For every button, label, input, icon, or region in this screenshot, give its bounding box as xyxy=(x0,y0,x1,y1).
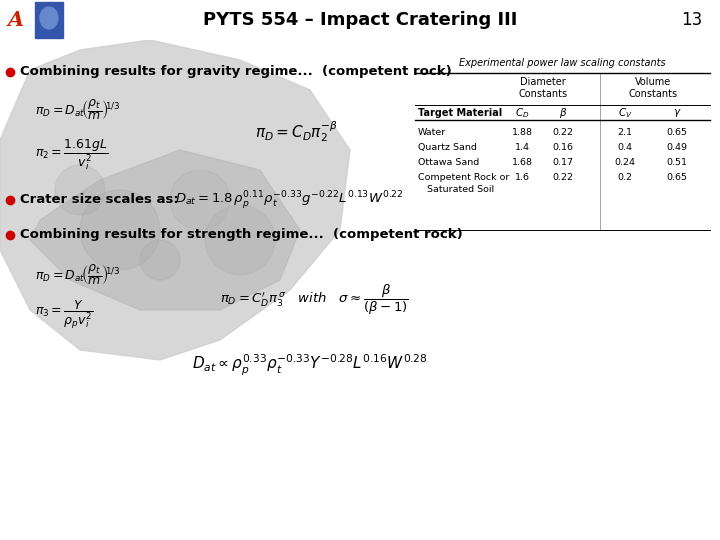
Text: 0.22: 0.22 xyxy=(552,129,574,138)
Text: 13: 13 xyxy=(680,11,702,29)
Bar xyxy=(1,2,30,38)
Text: 2.1: 2.1 xyxy=(618,129,632,138)
FancyBboxPatch shape xyxy=(415,55,710,230)
Text: $\beta$: $\beta$ xyxy=(559,106,567,120)
Circle shape xyxy=(205,205,275,275)
Text: Target Material: Target Material xyxy=(418,108,503,118)
Circle shape xyxy=(140,240,180,280)
Text: 0.51: 0.51 xyxy=(667,158,688,167)
Text: $D_{at} = 1.8\,\rho_p^{0.11}\rho_t^{-0.33}g^{-0.22}L^{0.13}W^{0.22}$: $D_{at} = 1.8\,\rho_p^{0.11}\rho_t^{-0.3… xyxy=(175,189,403,211)
Circle shape xyxy=(55,165,105,215)
Circle shape xyxy=(170,170,230,230)
Text: 0.2: 0.2 xyxy=(618,173,632,183)
Text: $\pi_D = D_{at}\!\left(\dfrac{\rho_t}{m}\right)^{\!\!1/3}$: $\pi_D = D_{at}\!\left(\dfrac{\rho_t}{m}… xyxy=(35,98,121,123)
Text: Crater size scales as:: Crater size scales as: xyxy=(20,193,179,206)
Text: $\gamma$: $\gamma$ xyxy=(672,107,681,119)
Circle shape xyxy=(80,190,160,270)
Text: A: A xyxy=(8,10,24,30)
Text: $\pi_D = D_{at}\!\left(\dfrac{\rho_t}{m}\right)^{\!\!1/3}$: $\pi_D = D_{at}\!\left(\dfrac{\rho_t}{m}… xyxy=(35,262,121,287)
Text: Experimental power law scaling constants: Experimental power law scaling constants xyxy=(459,58,666,68)
Text: $\pi_3 = \dfrac{Y}{\rho_p v_i^2}$: $\pi_3 = \dfrac{Y}{\rho_p v_i^2}$ xyxy=(35,299,94,331)
Text: 1.68: 1.68 xyxy=(511,158,533,167)
Text: 0.17: 0.17 xyxy=(552,158,574,167)
Text: Diameter
Constants: Diameter Constants xyxy=(518,77,567,99)
Text: Competent Rock or: Competent Rock or xyxy=(418,173,509,183)
Text: 0.65: 0.65 xyxy=(667,173,688,183)
Text: 1.4: 1.4 xyxy=(515,144,529,152)
Text: 0.49: 0.49 xyxy=(667,144,688,152)
Polygon shape xyxy=(30,150,300,310)
Text: 0.22: 0.22 xyxy=(552,173,574,183)
Ellipse shape xyxy=(40,7,58,29)
Text: 1.88: 1.88 xyxy=(511,129,533,138)
Text: $D_{at} \propto \rho_p^{0.33}\rho_t^{-0.33}Y^{-0.28}L^{0.16}W^{0.28}$: $D_{at} \propto \rho_p^{0.33}\rho_t^{-0.… xyxy=(192,353,428,377)
Text: $C_D$: $C_D$ xyxy=(515,106,529,120)
Text: 0.4: 0.4 xyxy=(618,144,632,152)
Text: Volume
Constants: Volume Constants xyxy=(629,77,678,99)
Text: PYTS 554 – Impact Cratering III: PYTS 554 – Impact Cratering III xyxy=(203,11,517,29)
Text: $\pi_2 = \dfrac{1.61gL}{v_i^2}$: $\pi_2 = \dfrac{1.61gL}{v_i^2}$ xyxy=(35,138,109,172)
Text: 1.6: 1.6 xyxy=(515,173,529,183)
Polygon shape xyxy=(0,40,350,360)
Text: 0.16: 0.16 xyxy=(552,144,574,152)
Text: Ottawa Sand: Ottawa Sand xyxy=(418,158,480,167)
Text: Saturated Soil: Saturated Soil xyxy=(418,185,494,194)
Text: $C_V$: $C_V$ xyxy=(618,106,632,120)
Text: Combining results for gravity regime...  (competent rock): Combining results for gravity regime... … xyxy=(20,65,451,78)
Text: 0.65: 0.65 xyxy=(667,129,688,138)
Text: Quartz Sand: Quartz Sand xyxy=(418,144,477,152)
Text: 0.24: 0.24 xyxy=(614,158,636,167)
Bar xyxy=(35,2,63,38)
Text: Combining results for strength regime...  (competent rock): Combining results for strength regime...… xyxy=(20,228,463,241)
Text: $\pi_D = C_D\pi_2^{-\beta}$: $\pi_D = C_D\pi_2^{-\beta}$ xyxy=(255,119,338,144)
Text: $\pi_D = C_D^\prime\pi_3^{\,\sigma} \quad with \quad \sigma \approx \dfrac{\beta: $\pi_D = C_D^\prime\pi_3^{\,\sigma} \qua… xyxy=(220,283,409,317)
Text: Water: Water xyxy=(418,129,446,138)
